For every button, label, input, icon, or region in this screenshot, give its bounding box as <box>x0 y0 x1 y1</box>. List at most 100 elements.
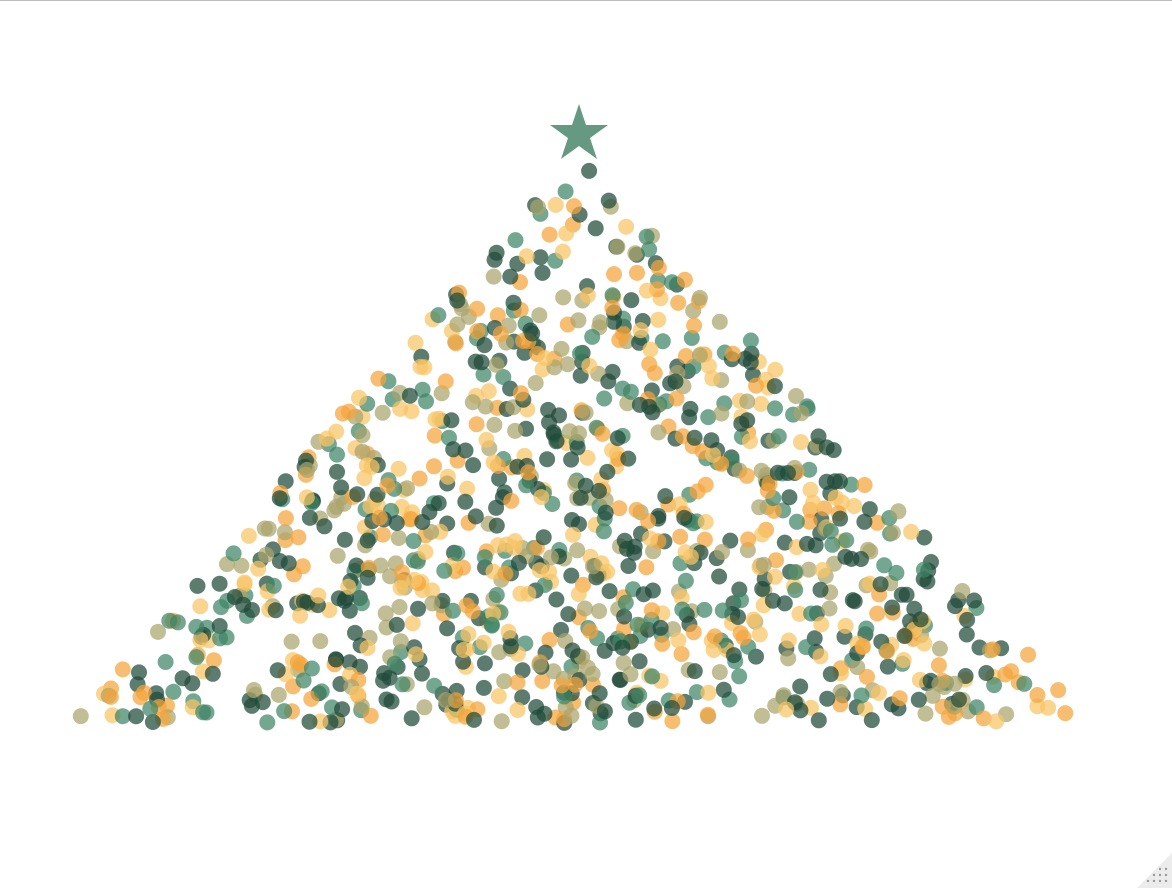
tree-star <box>550 104 608 159</box>
ornament-dot <box>353 595 370 612</box>
ornament-dot <box>792 678 809 695</box>
ornament-dot <box>370 370 387 387</box>
ornament-dot <box>767 400 783 417</box>
ornament-dots <box>72 162 1074 731</box>
ornament-dot <box>276 524 293 541</box>
ornament-dot <box>879 658 896 675</box>
ornament-dot <box>604 442 621 459</box>
ornament-dot <box>388 616 405 633</box>
ornament-dot <box>500 623 517 640</box>
ornament-dot <box>165 683 182 700</box>
ornament-dot <box>341 602 358 619</box>
ornament-dot <box>329 547 346 564</box>
ornament-dot <box>348 557 365 574</box>
ornament-dot <box>620 558 637 574</box>
ornament-dot <box>591 685 608 702</box>
ornament-dot <box>664 713 681 730</box>
ornament-dot <box>236 574 253 591</box>
ornament-dot <box>267 602 284 619</box>
ornament-dot <box>629 616 646 633</box>
ornament-dot <box>1020 646 1037 663</box>
ornament-dot <box>791 605 808 622</box>
ornament-dot <box>485 563 502 580</box>
ornament-dot <box>856 477 873 493</box>
ornament-dot <box>638 228 655 245</box>
ornament-dot <box>988 713 1005 730</box>
ornament-dot <box>657 488 674 505</box>
ornament-dot <box>489 537 506 554</box>
ornament-dot <box>622 383 639 400</box>
ornament-dot <box>211 618 228 634</box>
ornament-dot <box>570 312 587 329</box>
ornament-dot <box>390 460 407 477</box>
ornament-dot <box>485 268 502 285</box>
ornament-dot <box>131 664 147 681</box>
ornament-dot <box>375 672 392 689</box>
ornament-dot <box>810 428 827 445</box>
ornament-dot <box>531 307 548 324</box>
ornament-dot <box>277 510 294 527</box>
ornament-dot <box>329 463 345 480</box>
ornament-dot <box>443 412 460 429</box>
ornament-dot <box>713 405 730 422</box>
ornament-dot <box>292 607 309 624</box>
ornament-dot <box>192 598 209 615</box>
ornament-dot <box>469 323 486 340</box>
ornament-dot <box>733 592 749 609</box>
ornament-dot <box>577 404 594 421</box>
ornament-dot <box>114 661 131 678</box>
ornament-dot <box>243 697 260 714</box>
ornament-dot <box>584 558 601 575</box>
ornament-dot <box>620 450 637 467</box>
ornament-dot <box>258 546 275 563</box>
ornament-dot <box>377 605 394 622</box>
ornament-dot <box>686 429 703 446</box>
ornament-dot <box>986 677 1003 694</box>
ornament-dot <box>496 673 513 690</box>
ornament-dot <box>388 515 405 531</box>
ornament-dot <box>455 641 472 658</box>
ornament-dot <box>336 531 353 548</box>
ornament-dot <box>426 677 443 694</box>
ornament-dot <box>449 316 466 333</box>
ornament-dot <box>724 345 741 362</box>
ornament-dot <box>966 592 983 609</box>
ornament-dot <box>654 635 671 652</box>
ornament-dot <box>211 575 228 592</box>
ornament-dot <box>1016 675 1033 692</box>
ornament-dot <box>705 446 721 463</box>
ornament-dot <box>558 225 575 242</box>
ornament-dot <box>780 650 797 667</box>
ornament-dot <box>407 334 424 351</box>
ornament-dot <box>615 654 632 671</box>
ornament-dot <box>802 481 819 498</box>
ornament-dot <box>534 673 551 689</box>
ornament-dot <box>569 439 586 456</box>
ornament-dot <box>299 461 316 478</box>
ornament-dot <box>978 665 995 681</box>
ornament-dot <box>527 375 544 391</box>
ornament-dot <box>895 652 912 668</box>
ornament-dot <box>399 480 416 497</box>
ornament-dot <box>553 340 570 357</box>
ornament-dot <box>356 470 373 487</box>
ornament-dot <box>567 676 584 693</box>
ornament-dot <box>579 287 596 304</box>
ornament-dot <box>884 524 901 541</box>
ornament-dot <box>725 647 742 664</box>
ornament-dot <box>330 590 347 607</box>
ornament-dot <box>386 655 403 672</box>
ornament-dot <box>766 378 783 395</box>
ornament-dot <box>861 501 878 518</box>
resize-grip[interactable] <box>1137 853 1172 888</box>
ornament-dot <box>563 451 580 468</box>
ornament-dot <box>250 560 267 577</box>
ornament-dot <box>310 587 327 604</box>
ornament-dot <box>142 700 159 717</box>
ornament-dot <box>700 684 717 701</box>
ornament-dot <box>1050 682 1067 699</box>
ornament-dot <box>532 249 549 266</box>
ornament-dot <box>533 489 550 506</box>
ornament-dot <box>328 498 345 515</box>
